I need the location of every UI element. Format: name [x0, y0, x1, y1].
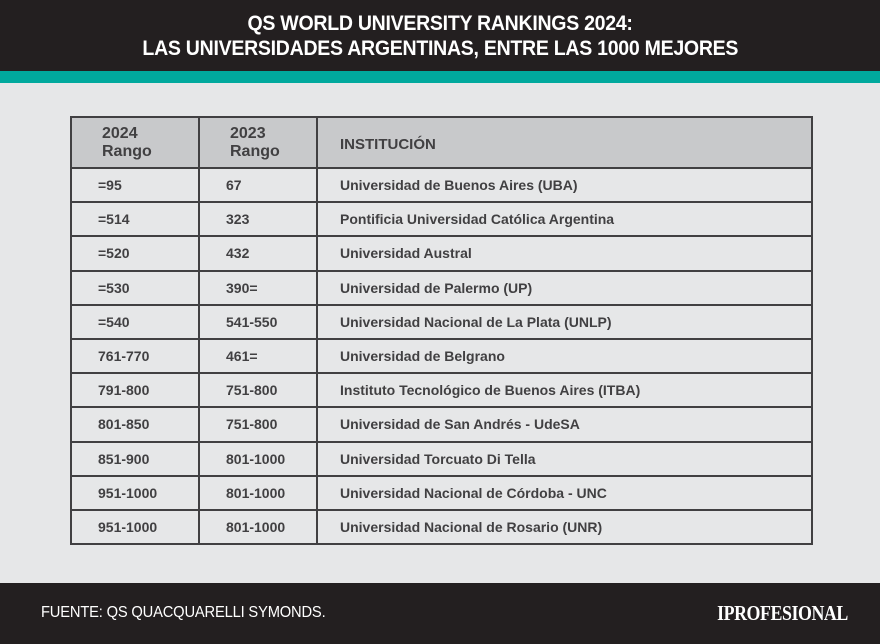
table-row: =530 390= Universidad de Palermo (UP) [70, 269, 813, 306]
rank-2023-cell: 323 [198, 201, 318, 238]
table-header-row: 2024 Rango 2023 Rango INSTITUCIÓN [70, 116, 813, 169]
column-header-rank-2024: 2024 Rango [70, 116, 200, 169]
page-footer: FUENTE: QS QUACQUARELLI SYMONDS. IPROFES… [0, 583, 880, 644]
rank-2024-cell: =530 [70, 269, 200, 306]
accent-strip [0, 71, 880, 83]
table-row: =95 67 Universidad de Buenos Aires (UBA) [70, 166, 813, 204]
table-row: 791-800 751-800 Instituto Tecnológico de… [70, 372, 813, 409]
institution-cell: Universidad de Palermo (UP) [316, 269, 813, 306]
title-line-1: QS WORLD UNIVERSITY RANKINGS 2024: [247, 11, 633, 35]
rank-2024-cell: =520 [70, 235, 200, 272]
institution-cell: Universidad de San Andrés - UdeSA [316, 406, 813, 443]
institution-cell: Universidad de Buenos Aires (UBA) [316, 166, 813, 204]
rank-2023-cell: 801-1000 [198, 440, 318, 477]
rank-2023-cell: 751-800 [198, 406, 318, 443]
rankings-table-container: 2024 Rango 2023 Rango INSTITUCIÓN =95 67… [70, 116, 813, 546]
table-row: =520 432 Universidad Austral [70, 235, 813, 272]
rank-2024-cell: 801-850 [70, 406, 200, 443]
table-row: =514 323 Pontificia Universidad Católica… [70, 201, 813, 238]
rank-2024-cell: =95 [70, 166, 200, 204]
rank-2023-cell: 390= [198, 269, 318, 306]
institution-cell: Universidad Austral [316, 235, 813, 272]
institution-cell: Universidad Nacional de Rosario (UNR) [316, 508, 813, 546]
rank-2023-cell: 801-1000 [198, 474, 318, 511]
page-header: QS WORLD UNIVERSITY RANKINGS 2024: LAS U… [0, 0, 880, 71]
rank-2024-cell: 951-1000 [70, 508, 200, 546]
institution-cell: Universidad Torcuato Di Tella [316, 440, 813, 477]
institution-cell: Universidad Nacional de Córdoba - UNC [316, 474, 813, 511]
source-credit: FUENTE: QS QUACQUARELLI SYMONDS. [41, 604, 326, 621]
rank-2024-cell: 951-1000 [70, 474, 200, 511]
rankings-table: 2024 Rango 2023 Rango INSTITUCIÓN =95 67… [70, 116, 813, 546]
rank-2023-cell: 541-550 [198, 303, 318, 340]
rank-2024-cell: 761-770 [70, 337, 200, 375]
table-row: 761-770 461= Universidad de Belgrano [70, 337, 813, 375]
table-row: 851-900 801-1000 Universidad Torcuato Di… [70, 440, 813, 477]
brand-logo: IPROFESIONAL [717, 601, 848, 625]
institution-cell: Instituto Tecnológico de Buenos Aires (I… [316, 372, 813, 409]
column-header-institution: INSTITUCIÓN [316, 116, 813, 169]
rank-2024-cell: 851-900 [70, 440, 200, 477]
rank-2023-cell: 461= [198, 337, 318, 375]
table-row: 951-1000 801-1000 Universidad Nacional d… [70, 474, 813, 511]
rank-2024-cell: =540 [70, 303, 200, 340]
institution-cell: Pontificia Universidad Católica Argentin… [316, 201, 813, 238]
rank-2023-cell: 801-1000 [198, 508, 318, 546]
column-header-year: 2024 [102, 124, 138, 142]
rank-2024-cell: =514 [70, 201, 200, 238]
column-header-rank-2023: 2023 Rango [198, 116, 318, 169]
column-header-year: 2023 [230, 124, 266, 142]
column-header-label: Rango [102, 142, 152, 160]
rank-2023-cell: 432 [198, 235, 318, 272]
title-line-2: LAS UNIVERSIDADES ARGENTINAS, ENTRE LAS … [142, 36, 738, 60]
column-header-label: Rango [230, 142, 280, 160]
institution-cell: Universidad de Belgrano [316, 337, 813, 375]
rank-2023-cell: 751-800 [198, 372, 318, 409]
rank-2023-cell: 67 [198, 166, 318, 204]
rank-2024-cell: 791-800 [70, 372, 200, 409]
institution-cell: Universidad Nacional de La Plata (UNLP) [316, 303, 813, 340]
table-row: 951-1000 801-1000 Universidad Nacional d… [70, 508, 813, 546]
table-row: =540 541-550 Universidad Nacional de La … [70, 303, 813, 340]
table-row: 801-850 751-800 Universidad de San André… [70, 406, 813, 443]
